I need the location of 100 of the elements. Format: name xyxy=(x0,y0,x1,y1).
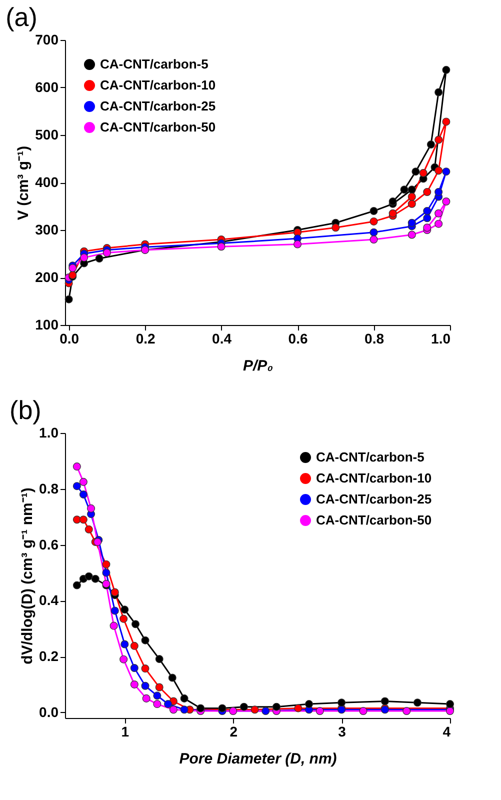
point xyxy=(419,169,428,177)
point xyxy=(72,482,81,490)
x-tick-label: 3 xyxy=(338,724,346,740)
point xyxy=(72,516,81,524)
point xyxy=(72,462,81,471)
y-tick-label: 0.8 xyxy=(39,480,59,496)
y-axis-title: dV/dlog(D) (cm³ g⁻¹ nm⁻¹) xyxy=(19,488,36,664)
point xyxy=(102,568,110,577)
x-tick-label: 1.0 xyxy=(431,330,451,346)
point xyxy=(338,698,346,707)
x-axis-title: Pore Diameter (D, nm) xyxy=(179,750,337,768)
point xyxy=(72,581,81,590)
y-tick-label: 0.0 xyxy=(39,704,59,720)
point xyxy=(196,704,205,712)
point xyxy=(217,242,226,251)
point xyxy=(294,240,302,248)
point xyxy=(120,655,128,664)
point xyxy=(370,217,378,226)
point xyxy=(408,218,416,227)
point xyxy=(370,236,378,244)
y-tick-label: 700 xyxy=(35,32,59,48)
point xyxy=(120,606,129,614)
point xyxy=(141,636,150,644)
y-tick-label: 300 xyxy=(35,222,59,238)
point xyxy=(370,228,378,236)
point xyxy=(91,574,100,583)
point xyxy=(141,664,150,673)
point xyxy=(412,168,420,176)
y-axis-title: V (cm³ g⁻¹) xyxy=(15,146,32,220)
legend-label: CA-CNT/carbon-25 xyxy=(100,98,216,114)
point xyxy=(79,490,88,498)
point xyxy=(120,640,129,648)
point xyxy=(434,209,443,218)
point xyxy=(84,572,93,580)
point xyxy=(408,200,416,208)
legend-label: CA-CNT/carbon-5 xyxy=(316,450,424,464)
legend-label: CA-CNT/carbon-10 xyxy=(100,78,216,92)
point xyxy=(79,516,88,524)
point xyxy=(169,706,178,714)
point xyxy=(413,698,422,707)
point xyxy=(141,682,150,690)
point xyxy=(68,264,77,272)
point xyxy=(434,166,443,175)
point xyxy=(272,702,280,711)
point xyxy=(423,224,432,232)
point xyxy=(84,525,93,534)
point xyxy=(155,683,164,692)
y-tick-label: 0.6 xyxy=(39,536,59,552)
point xyxy=(423,214,432,222)
point xyxy=(442,118,450,126)
point xyxy=(110,606,119,615)
point xyxy=(294,704,302,712)
point xyxy=(180,694,188,702)
point xyxy=(305,700,314,708)
point xyxy=(131,620,140,628)
point xyxy=(130,664,138,672)
y-tick-label: 500 xyxy=(35,126,59,142)
point xyxy=(408,186,416,194)
y-tick-label: 200 xyxy=(35,269,59,285)
y-tick-label: 400 xyxy=(35,174,59,190)
point xyxy=(442,168,450,176)
point xyxy=(426,140,435,148)
point xyxy=(359,707,368,716)
point xyxy=(153,700,162,708)
point xyxy=(434,88,443,96)
point xyxy=(442,66,450,74)
point xyxy=(434,188,443,196)
point xyxy=(142,694,150,702)
x-tick-label: 0.2 xyxy=(136,330,156,346)
point xyxy=(408,192,416,201)
point xyxy=(153,692,162,700)
point xyxy=(79,478,88,486)
point xyxy=(164,700,172,708)
legend-label: CA-CNT/carbon-50 xyxy=(100,120,216,134)
point xyxy=(180,706,188,714)
point xyxy=(155,655,164,664)
point xyxy=(332,224,340,232)
point xyxy=(110,622,118,630)
point xyxy=(400,186,408,194)
x-tick-label: 0.8 xyxy=(364,330,384,346)
point xyxy=(95,254,104,262)
legend-label: CA-CNT/carbon-50 xyxy=(316,512,432,528)
point xyxy=(408,230,416,239)
chart-title: (a) xyxy=(6,2,38,32)
point xyxy=(240,702,248,711)
legend-label: CA-CNT/carbon-25 xyxy=(316,492,432,506)
point xyxy=(229,707,238,716)
x-tick-label: 0.6 xyxy=(288,330,308,346)
legend-label: CA-CNT/carbon-5 xyxy=(100,56,208,72)
y-tick-label: 100 xyxy=(35,316,59,332)
point xyxy=(442,198,450,206)
point xyxy=(110,588,119,596)
point xyxy=(446,700,454,708)
y-tick-label: 1.0 xyxy=(39,424,59,440)
point xyxy=(370,207,378,215)
point xyxy=(262,707,270,716)
x-axis-title: P/P₀ xyxy=(242,358,274,374)
point xyxy=(120,614,128,623)
point xyxy=(168,674,176,682)
point xyxy=(388,209,397,218)
